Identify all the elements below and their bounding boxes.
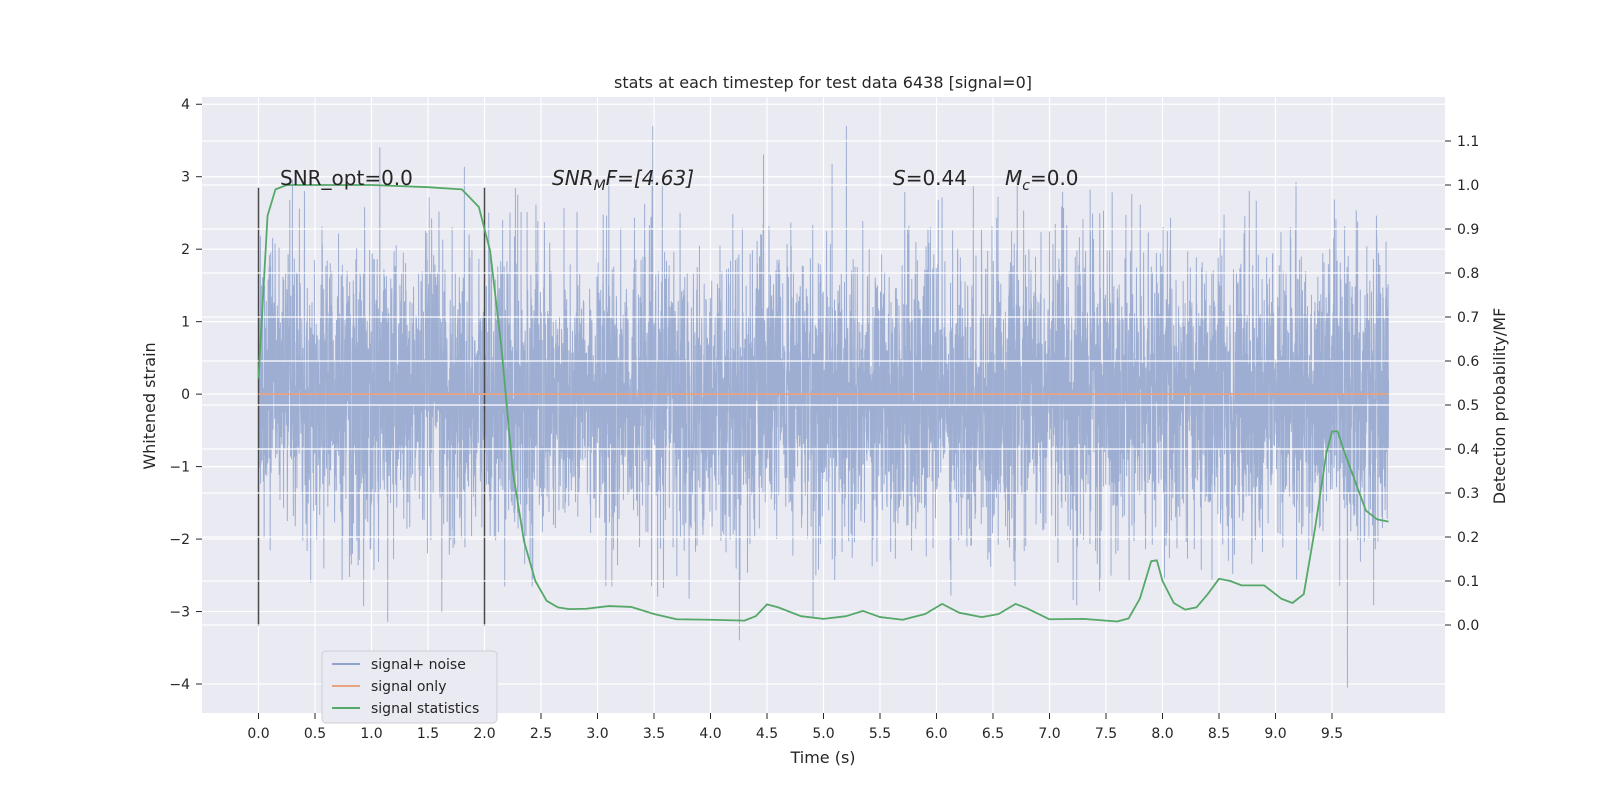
x-tick-label: 5.5 [869, 726, 891, 742]
x-tick-label: 6.5 [982, 726, 1004, 742]
annotation-snr-mf: SNRMF=[4.63] [552, 166, 694, 194]
y2-tick-label: 0.3 [1457, 486, 1479, 502]
annotation-mc-main: M [1005, 166, 1022, 190]
y-tick-label: 4 [181, 97, 190, 113]
annotation-s: S=0.44 [893, 166, 967, 190]
y2-tick-label: 1.1 [1457, 134, 1479, 150]
legend-label-signal-only: signal only [371, 679, 446, 695]
chart-title: stats at each timestep for test data 643… [614, 73, 1032, 92]
y2-tick-label: 0.2 [1457, 530, 1479, 546]
annotation-snr-opt: SNR_opt=0.0 [280, 166, 413, 190]
y2-tick-label: 0.0 [1457, 618, 1479, 634]
y2-tick-label: 0.6 [1457, 354, 1479, 370]
annotation-s-main: S [893, 166, 906, 190]
x-tick-label: 3.5 [643, 726, 665, 742]
signal-noise-line [258, 125, 1389, 688]
y2-tick-label: 0.8 [1457, 266, 1479, 282]
y2-tick-label: 0.1 [1457, 574, 1479, 590]
x-tick-label: 0.0 [247, 726, 269, 742]
y2-axis-label: Detection probability/MF [1490, 308, 1509, 505]
x-ticks: 0.0 0.5 1.0 1.5 2.0 2.5 3.0 3.5 4.0 4.5 5.0 5.5 6.0 6… [247, 713, 1343, 742]
x-tick-label: 4.0 [699, 726, 721, 742]
y-axis-label: Whitened strain [140, 342, 159, 469]
y-tick-label: −2 [169, 532, 190, 548]
x-tick-label: 9.0 [1264, 726, 1286, 742]
x-tick-label: 8.5 [1208, 726, 1230, 742]
annotation-snr-mf-main: SNR [552, 166, 594, 190]
annotation-s-rest: =0.44 [906, 166, 967, 190]
annotation-mc-rest: =0.0 [1030, 166, 1079, 190]
y-tick-label: 1 [181, 315, 190, 331]
x-tick-label: 2.0 [473, 726, 495, 742]
annotation-mc: Mc=0.0 [1005, 166, 1079, 194]
y-ticks: 4 3 2 1 0 −1 −2 −3 −4 [169, 97, 202, 693]
annotation-snr-mf-rest-f: F=[4.63] [606, 166, 694, 190]
x-tick-label: 1.0 [360, 726, 382, 742]
signal-statistics-line [257, 184, 1389, 623]
x-tick-label: 7.5 [1095, 726, 1117, 742]
y-tick-label: −1 [169, 460, 190, 476]
x-tick-label: 1.5 [417, 726, 439, 742]
y2-tick-label: 0.9 [1457, 222, 1479, 238]
vertical-markers [257, 187, 486, 627]
y2-tick-label: 0.4 [1457, 442, 1479, 458]
y2-tick-label: 0.7 [1457, 310, 1479, 326]
legend-label-signal-noise: signal+ noise [371, 657, 466, 673]
annotation-snr-mf-sub: M [594, 178, 606, 194]
signal-noise-series [258, 125, 1389, 688]
x-axis-label: Time (s) [789, 748, 855, 767]
legend-box [321, 650, 498, 724]
y-tick-label: 3 [181, 170, 190, 186]
right-axis-grid-lines [202, 140, 1445, 626]
x-tick-label: 2.5 [530, 726, 552, 742]
x-tick-label: 5.0 [812, 726, 834, 742]
x-tick-label: 7.0 [1038, 726, 1060, 742]
y-tick-label: 0 [181, 387, 190, 403]
legend-label-signal-statistics: signal statistics [371, 701, 479, 717]
x-tick-label: 0.5 [304, 726, 326, 742]
y2-tick-label: 0.5 [1457, 398, 1479, 414]
legend: signal+ noise signal only signal statist… [321, 650, 498, 724]
y2-tick-label: 1.0 [1457, 178, 1479, 194]
y-tick-label: 2 [181, 242, 190, 258]
annotation-mc-sub: c [1022, 178, 1030, 194]
y2-ticks: 1.1 1.0 0.9 0.8 0.7 0.6 0.5 0.4 0.3 0.2 0.1 0.0 [1445, 134, 1479, 634]
x-tick-label: 9.5 [1321, 726, 1343, 742]
x-tick-label: 8.0 [1151, 726, 1173, 742]
x-tick-label: 4.5 [756, 726, 778, 742]
y-tick-label: −3 [169, 605, 190, 621]
signal-statistics-series [257, 184, 1389, 623]
y-tick-label: −4 [169, 677, 190, 693]
x-tick-label: 6.0 [925, 726, 947, 742]
x-tick-label: 3.0 [586, 726, 608, 742]
